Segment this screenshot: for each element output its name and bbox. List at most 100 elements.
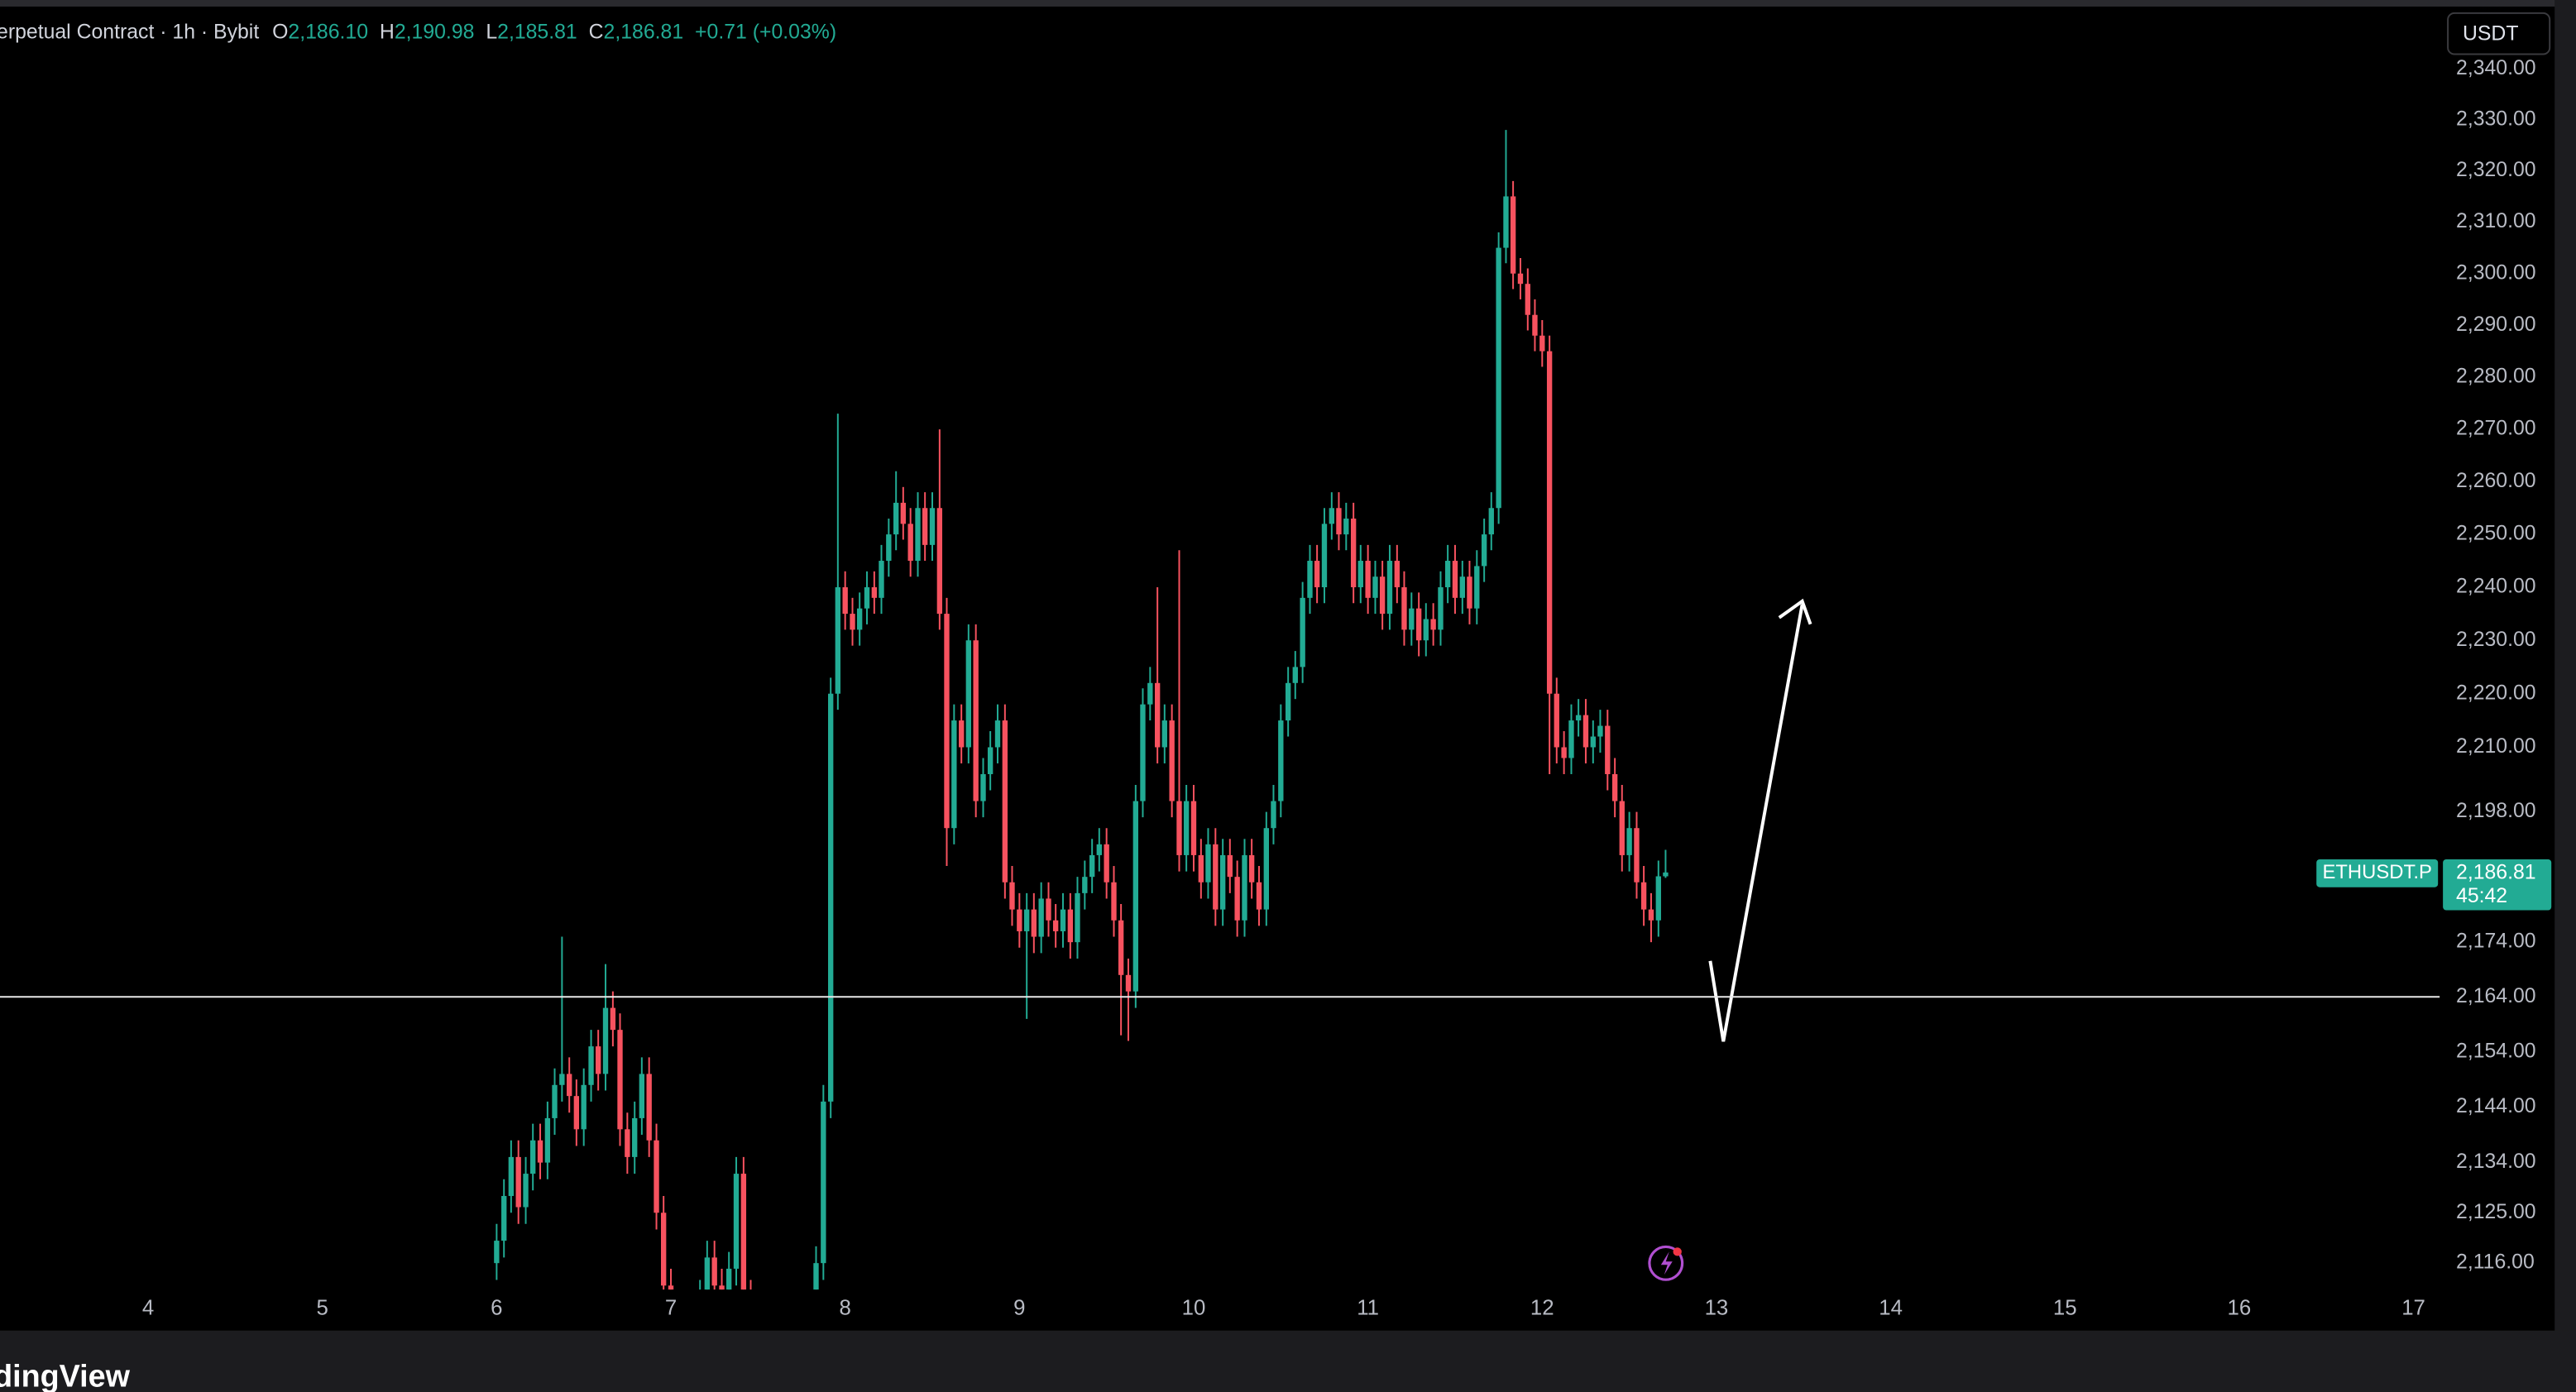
candle-body [1096, 844, 1102, 855]
candle-body [1285, 682, 1291, 721]
price-tag [2443, 859, 2552, 911]
bottom-bar [0, 1330, 2576, 1392]
y-tick-label: 2,154.00 [2456, 1040, 2536, 1062]
y-tick-label: 2,250.00 [2456, 523, 2536, 545]
candle-body [595, 1046, 601, 1074]
candle-body [907, 524, 913, 562]
candle-body [625, 1129, 630, 1157]
candle-body [1459, 576, 1465, 598]
candle-body [1365, 561, 1371, 598]
candle-body [1104, 844, 1109, 883]
candle-body [704, 1257, 711, 1290]
top-border [0, 0, 2576, 7]
candle-body [1031, 909, 1037, 937]
candle-body [959, 720, 965, 748]
candle-body [1350, 518, 1357, 588]
candle-body [1561, 747, 1567, 758]
candle-body [1590, 736, 1596, 748]
candle-body [1394, 561, 1400, 588]
candle-body [1198, 854, 1204, 883]
candle-body [1234, 877, 1240, 921]
candle-body [725, 1268, 732, 1290]
candle-body [632, 1117, 638, 1157]
candle-body [1278, 720, 1284, 801]
candle-body [668, 1285, 674, 1290]
candle-body [813, 1263, 819, 1290]
y-tick-label: 2,164.00 [2456, 985, 2536, 1007]
lightning-icon[interactable] [1648, 1245, 1684, 1281]
symbol-tag [2316, 859, 2439, 887]
notification-dot [1673, 1247, 1682, 1256]
ohlc-value: 2,185.81 [497, 21, 577, 43]
candle-body [1525, 284, 1530, 315]
candle-body [711, 1257, 717, 1286]
candle-body [980, 773, 986, 801]
candle-body [559, 1074, 565, 1085]
candle-body [1271, 801, 1276, 829]
ohlc-value: 2,190.98 [395, 21, 475, 43]
candle-body [1488, 508, 1494, 535]
candle-body [552, 1084, 558, 1118]
candle-body [733, 1174, 740, 1269]
candle-body [602, 1007, 609, 1074]
candle-body [1546, 351, 1553, 694]
y-tick-label: 2,144.00 [2456, 1095, 2536, 1117]
candle-body [1386, 561, 1393, 615]
candle-body [944, 614, 950, 829]
candle-body [1089, 854, 1095, 878]
candle-body [1205, 844, 1211, 883]
x-tick-label: 17 [2401, 1297, 2425, 1320]
candle-body [1357, 561, 1363, 588]
x-tick-label: 12 [1530, 1297, 1554, 1320]
currency-button[interactable] [2447, 12, 2551, 55]
candle-body [1568, 720, 1574, 758]
ohlc-value: 2,186.81 [604, 21, 684, 43]
y-tick-label: 2,125.00 [2456, 1201, 2536, 1223]
candle-body [588, 1046, 594, 1085]
x-tick-label: 10 [1182, 1297, 1206, 1320]
y-tick-label: 2,270.00 [2456, 418, 2536, 440]
candle-body [1111, 882, 1117, 921]
ohlc-key: O [272, 21, 288, 43]
candle-body [1017, 909, 1022, 931]
candle-body [994, 720, 1001, 748]
candle-body [1626, 828, 1632, 855]
candle-body [1517, 273, 1524, 285]
candle-body [1023, 909, 1030, 931]
candle-body [508, 1156, 515, 1197]
candle-body [1415, 608, 1422, 641]
candle-body [1118, 920, 1124, 975]
candle-body [900, 502, 907, 524]
right-border [2554, 0, 2576, 1392]
x-tick-label: 4 [142, 1297, 154, 1320]
candle-body [929, 508, 936, 545]
x-tick-label: 16 [2228, 1297, 2252, 1320]
candle-body [1467, 576, 1472, 609]
candle-body [1227, 854, 1233, 878]
candle-body [1183, 801, 1190, 855]
y-tick-label: 2,320.00 [2456, 159, 2536, 181]
candle-body [1510, 196, 1516, 274]
arrow-drawing [1708, 604, 1804, 1042]
candle-body [965, 640, 971, 748]
candle-body [1379, 576, 1386, 615]
candle-body [1474, 566, 1480, 609]
candle-body [1634, 828, 1640, 883]
x-tick-label: 5 [317, 1297, 328, 1320]
candle-body [1496, 247, 1501, 509]
y-tick-label: 2,330.00 [2456, 108, 2536, 130]
candle-body [1575, 715, 1582, 721]
x-tick-label: 14 [1879, 1297, 1903, 1320]
countdown-label: 45:42 [2456, 885, 2507, 907]
candle-body [1343, 518, 1349, 535]
y-tick-label: 2,198.00 [2456, 800, 2536, 822]
candle-body [740, 1174, 747, 1290]
y-tick-label: 2,210.00 [2456, 735, 2536, 758]
candle-body [1503, 196, 1509, 248]
candle-body [1444, 561, 1451, 588]
candle-body [1002, 720, 1008, 883]
candle-body [1067, 909, 1074, 943]
candle-body [1169, 720, 1175, 801]
candle-body [1052, 920, 1059, 931]
candle-body [915, 508, 921, 562]
